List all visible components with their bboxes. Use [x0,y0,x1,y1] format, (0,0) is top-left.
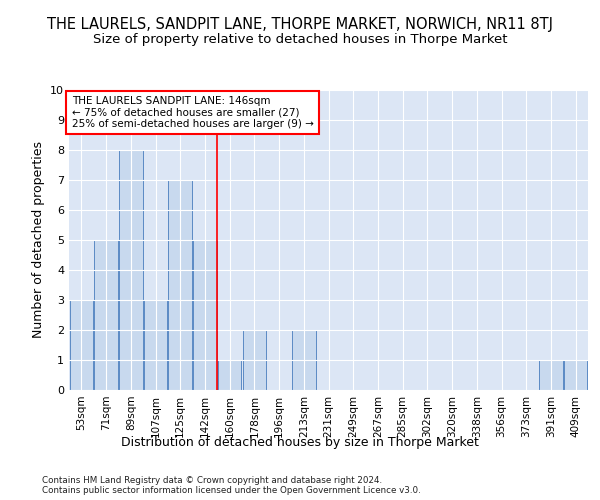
Bar [218,360,241,390]
Text: THE LAURELS, SANDPIT LANE, THORPE MARKET, NORWICH, NR11 8TJ: THE LAURELS, SANDPIT LANE, THORPE MARKET… [47,18,553,32]
Bar [94,240,118,390]
Text: THE LAURELS SANDPIT LANE: 146sqm
← 75% of detached houses are smaller (27)
25% o: THE LAURELS SANDPIT LANE: 146sqm ← 75% o… [71,96,313,129]
Bar [144,300,167,390]
Y-axis label: Number of detached properties: Number of detached properties [32,142,44,338]
Bar [292,330,316,390]
Bar [119,150,143,390]
Bar [193,240,217,390]
Bar [564,360,587,390]
Text: Size of property relative to detached houses in Thorpe Market: Size of property relative to detached ho… [93,32,507,46]
Bar [169,180,192,390]
Text: Distribution of detached houses by size in Thorpe Market: Distribution of detached houses by size … [121,436,479,449]
Bar [70,300,93,390]
Bar [539,360,563,390]
Text: Contains HM Land Registry data © Crown copyright and database right 2024.: Contains HM Land Registry data © Crown c… [42,476,382,485]
Bar [242,330,266,390]
Text: Contains public sector information licensed under the Open Government Licence v3: Contains public sector information licen… [42,486,421,495]
